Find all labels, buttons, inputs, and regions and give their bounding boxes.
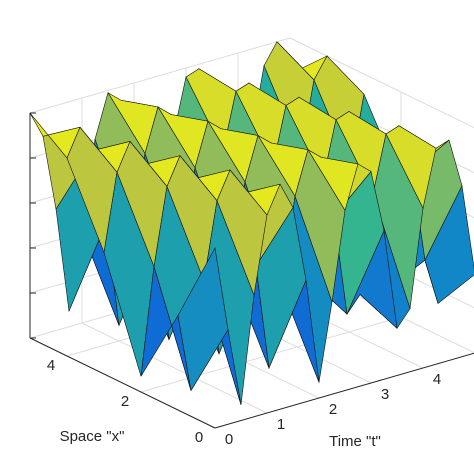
y-tick-label: 0: [225, 431, 233, 448]
y-axis-label: Time "t": [329, 433, 381, 450]
axis-line: [29, 337, 216, 429]
x-tick-label: 0: [195, 429, 203, 446]
y-tick-label: 1: [277, 416, 285, 433]
y-tick-label: 3: [381, 386, 389, 403]
x-axis-label: Space "x": [60, 428, 125, 445]
x-tick-label: 4: [47, 357, 55, 374]
y-tick-label: 2: [329, 401, 337, 418]
y-tick-label: 4: [433, 371, 441, 388]
axis-line: [214, 352, 474, 429]
surface-patch: [177, 247, 229, 392]
grid-line: [289, 37, 474, 129]
x-tick-label: 2: [121, 393, 129, 410]
grid-line: [29, 37, 291, 114]
grid-line: [81, 322, 268, 414]
